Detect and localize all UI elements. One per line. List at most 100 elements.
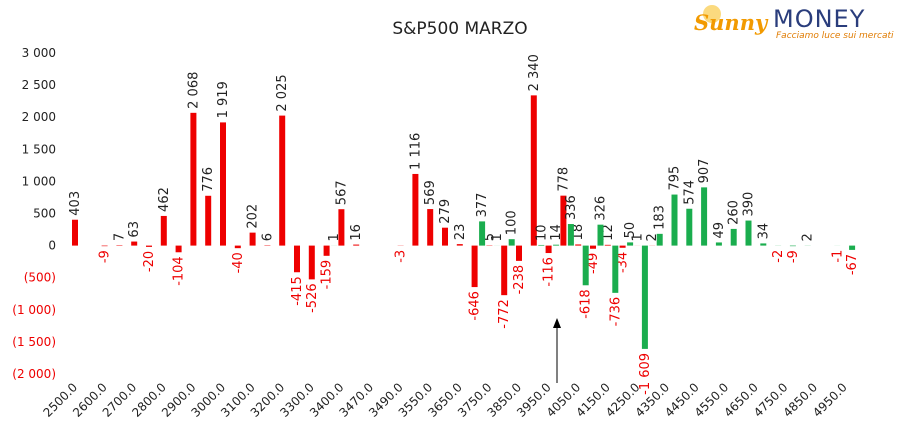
bar — [575, 244, 582, 246]
data-label: -736 — [608, 297, 623, 327]
bar — [701, 187, 708, 246]
data-label: 795 — [668, 166, 683, 191]
data-label: 183 — [653, 205, 668, 230]
arrow-head — [553, 318, 561, 328]
y-tick-label: (1 500) — [12, 335, 56, 349]
bar — [412, 173, 419, 246]
bar — [641, 245, 648, 349]
bar — [538, 244, 545, 246]
bar — [730, 228, 737, 246]
data-label: 907 — [697, 159, 712, 184]
bar — [220, 122, 226, 246]
bar — [353, 244, 360, 246]
logo-tagline: Facciamo luce sui mercati — [776, 31, 894, 41]
bar — [530, 95, 537, 246]
data-label: 778 — [556, 167, 571, 192]
data-label: 390 — [742, 192, 757, 217]
data-label: 403 — [68, 191, 83, 216]
bar — [308, 245, 315, 280]
bar — [604, 244, 611, 246]
data-label: -3 — [394, 250, 409, 263]
y-tick-label: 2 500 — [22, 78, 56, 92]
bar — [760, 243, 767, 246]
data-label: 336 — [564, 195, 579, 220]
data-label: 7 — [112, 233, 127, 241]
bar — [249, 232, 256, 246]
data-label: -238 — [512, 265, 527, 295]
data-label: 50 — [623, 222, 638, 239]
bar — [501, 245, 508, 296]
bar — [656, 233, 663, 246]
bar — [597, 224, 604, 246]
y-tick-label: 500 — [33, 207, 56, 221]
bar — [160, 215, 167, 246]
data-label: 1 919 — [216, 81, 231, 118]
data-label: -415 — [290, 276, 305, 306]
bar — [590, 245, 596, 249]
data-label: 1 — [490, 233, 505, 241]
bar — [205, 195, 212, 246]
data-label: -646 — [468, 291, 483, 321]
bar — [456, 244, 463, 246]
data-label: 100 — [505, 210, 520, 235]
data-label: -159 — [320, 260, 335, 290]
data-label: 16 — [349, 224, 364, 241]
data-label: -49 — [586, 253, 601, 274]
data-label: 2 025 — [275, 74, 290, 111]
bar — [627, 242, 634, 246]
bar — [72, 219, 78, 246]
bar — [715, 242, 722, 246]
bar — [745, 220, 752, 246]
bar — [686, 208, 693, 246]
arrow — [553, 318, 561, 383]
bar — [567, 224, 574, 246]
data-label: -67 — [845, 254, 860, 275]
data-label: 2 — [801, 233, 816, 241]
data-label: 574 — [682, 180, 697, 205]
y-tick-label: 3 000 — [22, 46, 56, 60]
bar — [279, 115, 286, 246]
data-label: 1 116 — [408, 133, 423, 170]
data-label: -116 — [542, 257, 557, 287]
bar — [294, 245, 300, 273]
logo-brand: Sunny — [694, 10, 769, 35]
logo-name: MONEY — [773, 5, 865, 33]
data-label: 2 — [645, 233, 660, 241]
data-label: 569 — [423, 180, 438, 205]
bar — [471, 245, 478, 288]
data-label: -1 609 — [638, 353, 653, 395]
bar — [190, 112, 197, 246]
bar — [582, 245, 589, 286]
data-label: -2 — [771, 250, 786, 263]
bar — [553, 244, 560, 246]
bar — [442, 227, 448, 246]
bar — [234, 245, 241, 249]
data-label: 6 — [260, 233, 275, 241]
data-label: 23 — [453, 224, 468, 241]
data-label: 260 — [727, 200, 742, 225]
bar — [545, 245, 552, 254]
data-label: 567 — [334, 180, 349, 205]
data-label: 1 — [327, 233, 342, 241]
bar — [175, 245, 182, 253]
data-label: -772 — [497, 299, 512, 329]
bar — [131, 241, 138, 246]
data-label: 776 — [201, 167, 216, 192]
data-label: -104 — [172, 256, 187, 286]
y-tick-label: 1 000 — [22, 174, 56, 188]
y-tick-label: (500) — [24, 271, 56, 285]
bar — [849, 245, 856, 250]
bar — [619, 245, 626, 248]
data-label: -34 — [616, 252, 631, 273]
bar — [789, 245, 796, 247]
data-label: 18 — [571, 224, 586, 241]
logo-sun — [703, 5, 721, 23]
bar — [479, 221, 486, 246]
bar — [612, 245, 619, 293]
data-label: 14 — [549, 224, 564, 241]
y-tick-label: 1 500 — [22, 142, 56, 156]
data-label: -526 — [305, 283, 320, 313]
data-label: 5 — [482, 233, 497, 241]
